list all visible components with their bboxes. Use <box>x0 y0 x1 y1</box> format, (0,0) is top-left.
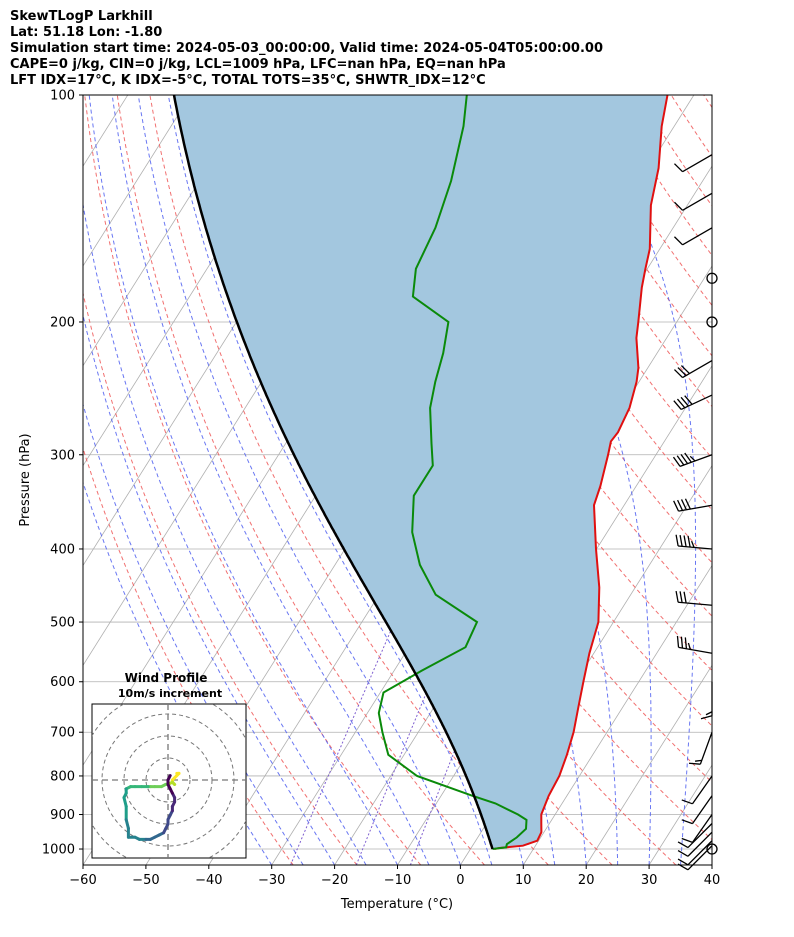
wind-barb <box>676 635 713 654</box>
moist-adiabat-line <box>88 95 398 865</box>
y-tick-label: 200 <box>50 315 75 330</box>
x-tick-label: −20 <box>321 873 348 888</box>
moist-adiabat-line <box>711 859 712 865</box>
moist-adiabat-line <box>111 95 430 865</box>
hodograph-inset: Wind Profile 10m/s increment <box>91 671 247 859</box>
wind-barb <box>675 590 713 606</box>
dry-adiabat-line <box>312 95 712 727</box>
location-line: Lat: 51.18 Lon: -1.80 <box>10 25 163 40</box>
stability-params-line: CAPE=0 j/kg, CIN=0 j/kg, LCL=1009 hPa, L… <box>10 57 506 72</box>
y-tick-label: 700 <box>50 726 75 741</box>
y-tick-label: 100 <box>50 89 75 104</box>
wind-barb <box>673 359 713 379</box>
wind-barb <box>673 154 713 173</box>
dry-adiabat-line <box>344 95 712 672</box>
x-tick-label: −40 <box>195 873 222 888</box>
y-axis-label: Pressure (hPa) <box>18 433 33 526</box>
wind-barb <box>681 814 713 843</box>
dry-adiabat-line <box>279 95 712 783</box>
hodograph-segment <box>124 818 130 830</box>
dry-adiabat-line <box>507 95 712 408</box>
hodograph-ring <box>145 757 191 803</box>
y-tick-label: 1000 <box>42 843 75 858</box>
wind-barb <box>681 775 713 805</box>
isotherm-line <box>83 95 254 367</box>
isotherm-line <box>522 564 712 865</box>
isotherm-line <box>711 864 712 865</box>
x-tick-label: 40 <box>704 873 721 888</box>
wind-barb <box>677 840 713 866</box>
y-tick-label: 300 <box>50 448 75 463</box>
isotherm-line <box>0 95 2 865</box>
y-tick-label: 900 <box>50 808 75 823</box>
title-block: SkewTLogP Larkhill Lat: 51.18 Lon: -1.80… <box>10 9 603 89</box>
x-tick-label: 20 <box>578 873 595 888</box>
wind-barb <box>673 394 713 411</box>
index-params-line: LFT IDX=17°C, K IDX=-5°C, TOTAL TOTS=35°… <box>10 73 486 88</box>
moist-adiabat-line <box>83 313 336 865</box>
x-tick-label: −50 <box>132 873 159 888</box>
wind-barb <box>677 823 713 849</box>
hodograph-segment <box>166 774 172 782</box>
wind-barb <box>672 452 713 467</box>
y-tick-label: 400 <box>50 542 75 557</box>
wind-barb <box>673 498 713 512</box>
dry-adiabat-line <box>736 95 794 865</box>
dry-adiabat-line <box>475 95 712 459</box>
temperature-line <box>494 95 669 850</box>
wind-barb <box>677 831 713 857</box>
isotherm-line <box>648 764 712 865</box>
hodograph-title: Wind Profile <box>125 671 208 685</box>
moist-adiabat-line <box>137 95 461 865</box>
x-axis-label: Temperature (°C) <box>340 897 453 912</box>
hodograph-subtitle: 10m/s increment <box>118 687 222 700</box>
dry-adiabat-line <box>84 95 422 865</box>
moist-adiabat-line <box>582 95 697 865</box>
wind-barb <box>675 534 713 550</box>
x-tick-label: −10 <box>384 873 411 888</box>
dry-adiabat-line <box>638 95 712 207</box>
y-axis: 1000 900 800 700 600 500 400 300 200 100 <box>42 89 83 858</box>
wind-barb <box>673 227 713 246</box>
dry-adiabat-line <box>83 446 294 865</box>
x-axis: −60 −50 −40 −30 −20 −10 0 10 20 30 40 <box>69 865 720 888</box>
x-tick-label: 30 <box>641 873 658 888</box>
isotherm-line <box>585 664 712 865</box>
wind-barb <box>673 192 713 211</box>
cin-shade-area <box>174 95 668 849</box>
y-tick-label: 600 <box>50 675 75 690</box>
dry-adiabat-line <box>83 291 358 865</box>
dry-adiabat-line <box>670 95 712 158</box>
wind-barb <box>688 732 713 765</box>
parcel-line <box>172 95 494 850</box>
moist-adiabat-line <box>370 95 619 865</box>
y-tick-label: 800 <box>50 769 75 784</box>
x-tick-label: 0 <box>456 873 464 888</box>
chart-title: SkewTLogP Larkhill <box>10 9 153 24</box>
dry-adiabat-line <box>769 95 794 865</box>
x-tick-label: −30 <box>258 873 285 888</box>
wind-barb <box>681 795 713 825</box>
dry-adiabat-line <box>703 95 712 109</box>
dewpoint-line <box>377 95 528 850</box>
time-line: Simulation start time: 2024-05-03_00:00:… <box>10 41 603 56</box>
hodograph-segment <box>122 796 128 808</box>
y-tick-label: 500 <box>50 616 75 631</box>
cape-cin-shading <box>174 95 668 849</box>
x-tick-label: −60 <box>69 873 96 888</box>
moist-adiabat-line <box>167 95 493 865</box>
wind-barb <box>700 681 713 720</box>
profile-lines <box>172 95 669 850</box>
x-tick-label: 10 <box>515 873 532 888</box>
dry-adiabat-line <box>116 95 485 865</box>
